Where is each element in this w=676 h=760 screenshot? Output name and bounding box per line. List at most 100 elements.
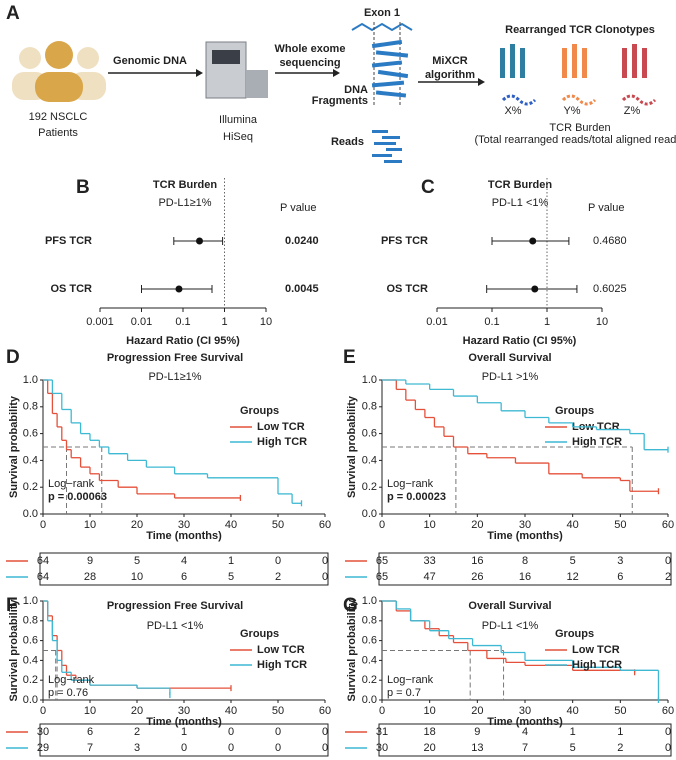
y-tick-label: 0.4	[23, 454, 38, 466]
panel-label: F	[6, 595, 18, 616]
y-tick-label: 1.0	[23, 595, 38, 607]
at-risk-count: 0	[322, 555, 328, 567]
panel-label: E	[343, 347, 356, 368]
at-risk-count: 0	[228, 726, 234, 738]
label: Exon 1	[364, 7, 400, 19]
at-risk-count: 30	[37, 726, 49, 738]
at-risk-count: 6	[617, 571, 623, 583]
chart-title: Progression Free Survival	[107, 600, 243, 612]
x-tick-label: 60	[319, 705, 331, 717]
y-axis-label: Survival probability	[346, 395, 358, 498]
y-tick-label: 0.6	[362, 635, 377, 647]
legend-label: Low TCR	[257, 644, 305, 656]
at-risk-count: 0	[275, 742, 281, 754]
at-risk-count: 30	[376, 742, 388, 754]
x-tick-label: 40	[567, 519, 579, 531]
x-tick-label: 0	[40, 519, 46, 531]
at-risk-count: 12	[567, 571, 579, 583]
x-tick-label: 50	[614, 705, 626, 717]
at-risk-count: 0	[665, 742, 671, 754]
x-tick-label: 10	[260, 316, 272, 328]
category-label: OS TCR	[50, 283, 92, 295]
risk-table	[39, 723, 329, 757]
at-risk-count: 5	[134, 555, 140, 567]
legend-label: High TCR	[257, 659, 307, 671]
at-risk-count: 5	[570, 742, 576, 754]
label: DNA	[344, 84, 368, 96]
annotation: Log−rank	[48, 674, 95, 686]
chart-subtitle: PD-L1 <1%	[482, 620, 539, 632]
at-risk-count: 65	[376, 571, 388, 583]
legend-title: Groups	[240, 628, 279, 640]
x-tick-label: 40	[225, 705, 237, 717]
y-tick-label: 0.8	[362, 615, 377, 627]
panel-label: C	[421, 177, 435, 198]
reads-icon	[372, 130, 402, 163]
x-axis-label: Time (months)	[146, 716, 222, 728]
chart-subtitle: PD-L1 <1%	[492, 197, 549, 209]
y-tick-label: 0.8	[362, 401, 377, 413]
panel-label: B	[76, 177, 90, 198]
x-tick-label: 10	[84, 705, 96, 717]
y-tick-label: 0.0	[362, 694, 377, 706]
chart-subtitle: PD-L1≥1%	[158, 197, 211, 209]
panel-label: G	[343, 595, 358, 616]
x-axis-label: Hazard Ratio (CI 95%)	[463, 335, 577, 347]
x-tick-label: 10	[424, 519, 436, 531]
x-tick-label: 40	[567, 705, 579, 717]
at-risk-count: 29	[37, 742, 49, 754]
chart-subtitle: PD-L1 >1%	[482, 371, 539, 383]
y-tick-label: 0.4	[23, 654, 38, 666]
p-value: 0.0045	[285, 283, 319, 295]
legend-label: High TCR	[572, 659, 622, 671]
y-tick-label: 0.4	[362, 654, 377, 666]
chart-title: Overall Survival	[468, 352, 551, 364]
x-tick-label: 10	[424, 705, 436, 717]
x-tick-label: 30	[519, 519, 531, 531]
point	[196, 237, 204, 245]
x-tick-label: 50	[614, 519, 626, 531]
at-risk-count: 0	[275, 555, 281, 567]
label: sequencing	[279, 57, 340, 69]
category-label: PFS TCR	[45, 235, 92, 247]
label: Y%	[563, 105, 580, 117]
annotation: Log−rank	[48, 478, 95, 490]
annotation: p = 0.00023	[387, 491, 446, 503]
label: Fragments	[312, 95, 368, 107]
at-risk-count: 6	[181, 571, 187, 583]
x-tick-label: 20	[471, 519, 483, 531]
y-tick-label: 0.0	[23, 508, 38, 520]
sequencer-icon	[246, 70, 268, 98]
at-risk-count: 5	[228, 571, 234, 583]
at-risk-count: 4	[181, 555, 187, 567]
x-tick-label: 0	[40, 705, 46, 717]
chart-subtitle: PD-L1 <1%	[147, 620, 204, 632]
at-risk-count: 2	[134, 726, 140, 738]
legend-label: Low TCR	[257, 421, 305, 433]
y-tick-label: 0.8	[23, 615, 38, 627]
label: Whole exome	[275, 43, 346, 55]
at-risk-count: 0	[275, 726, 281, 738]
at-risk-count: 1	[228, 555, 234, 567]
annotation: p = 0.00063	[48, 491, 107, 503]
at-risk-count: 3	[134, 742, 140, 754]
x-axis-label: Hazard Ratio (CI 95%)	[126, 335, 240, 347]
risk-table	[378, 552, 672, 586]
x-tick-label: 60	[662, 519, 674, 531]
y-tick-label: 1.0	[23, 374, 38, 386]
chart-subtitle: PD-L1≥1%	[148, 371, 201, 383]
point	[529, 237, 537, 245]
annotation: Log−rank	[387, 674, 434, 686]
x-tick-label: 0.001	[86, 316, 114, 328]
y-tick-label: 0.2	[23, 481, 38, 493]
person-icon	[45, 41, 73, 69]
annotation: Log−rank	[387, 478, 434, 490]
risk-table	[39, 552, 329, 586]
p-value: 0.0240	[285, 235, 319, 247]
at-risk-count: 18	[424, 726, 436, 738]
at-risk-count: 64	[37, 571, 49, 583]
at-risk-count: 9	[474, 726, 480, 738]
at-risk-count: 7	[87, 742, 93, 754]
x-tick-label: 50	[272, 519, 284, 531]
x-tick-label: 20	[471, 705, 483, 717]
